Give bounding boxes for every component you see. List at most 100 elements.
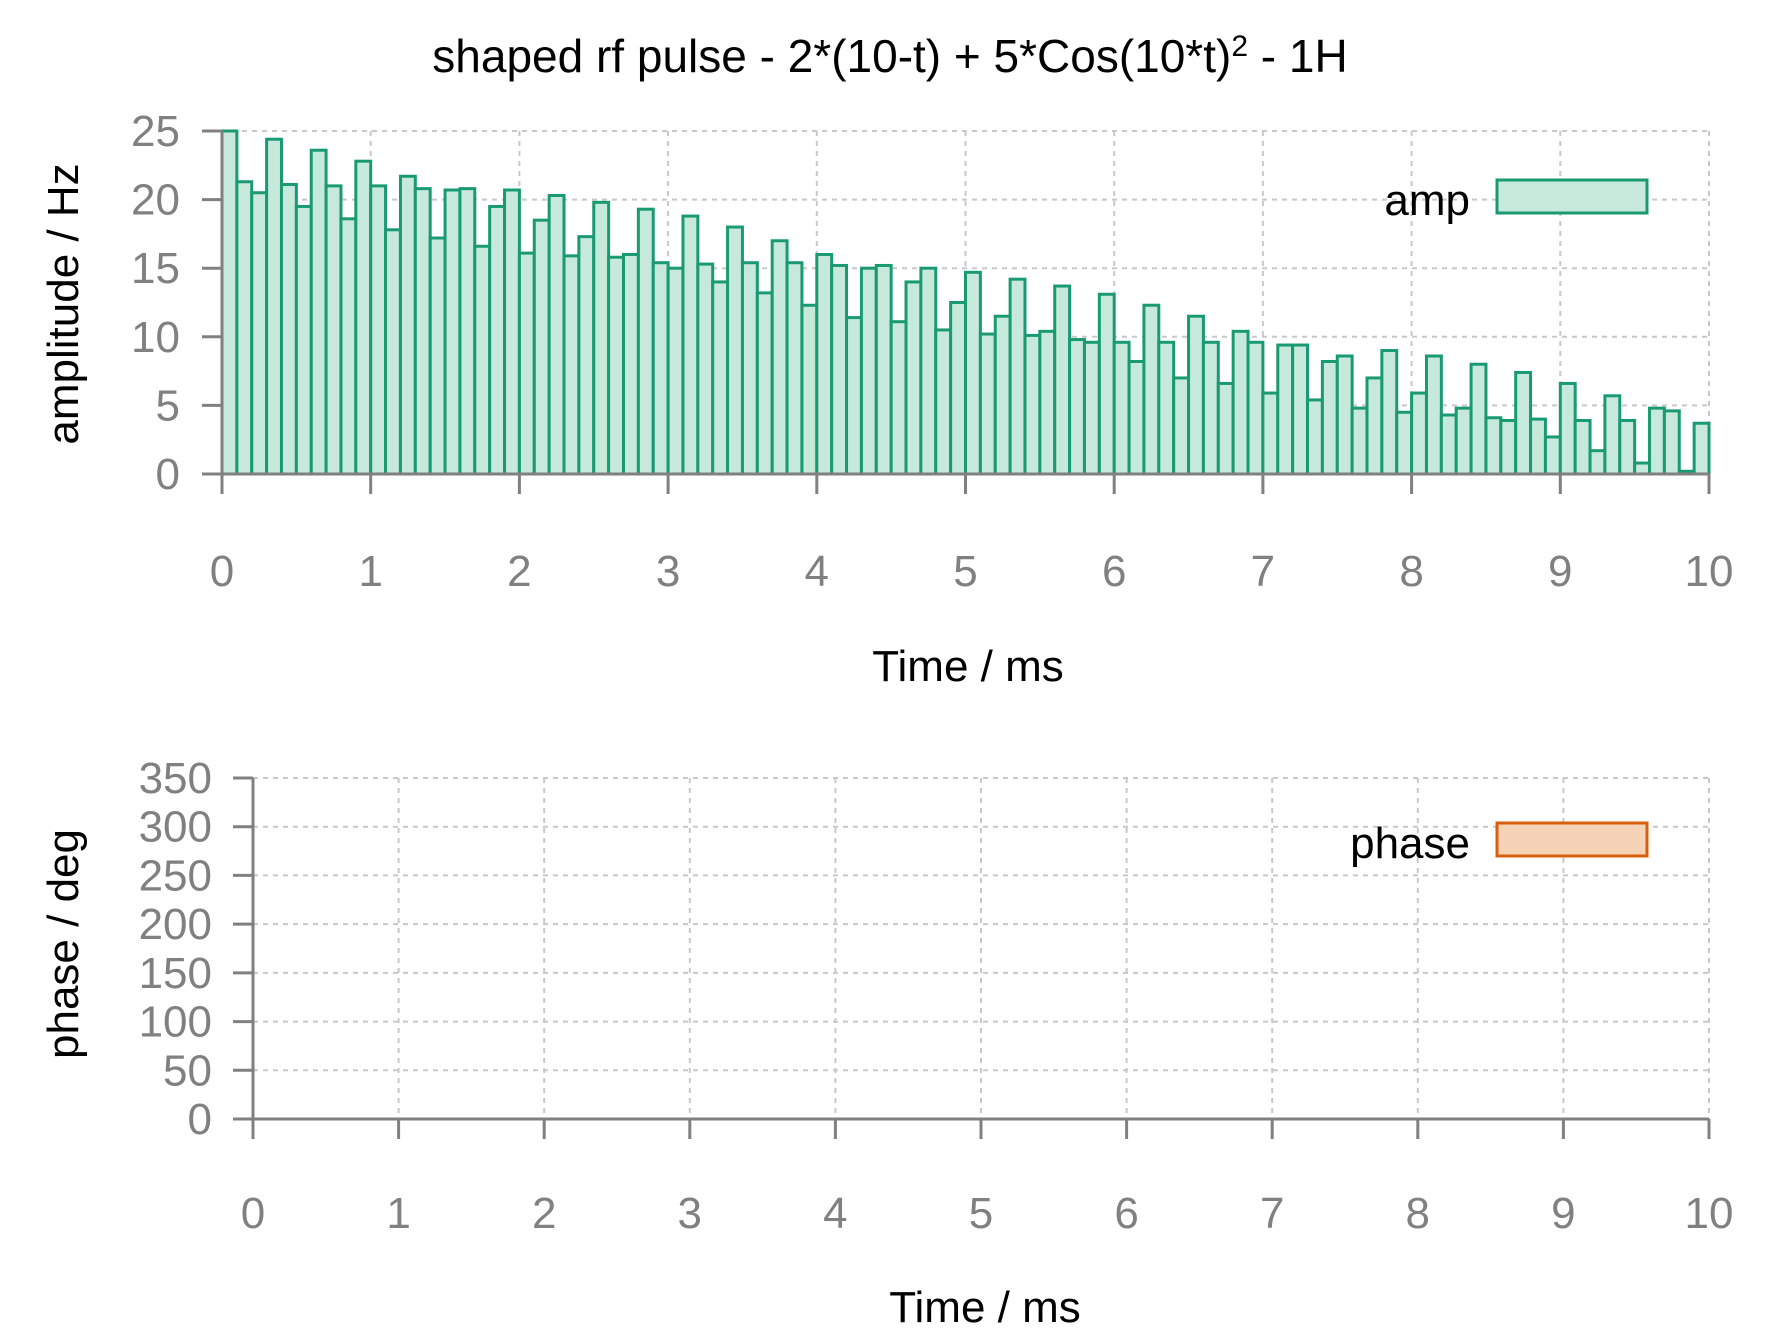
bar-amp <box>1692 421 1711 476</box>
x-tick-label: 5 <box>969 1189 993 1238</box>
chart-title-text: shaped rf pulse - 2*(10-t) + 5*Cos(10*t) <box>432 30 1231 82</box>
bar-amp <box>324 184 343 476</box>
x-tick-label: 6 <box>1114 1189 1138 1238</box>
bar-amp <box>1410 391 1428 476</box>
amplitude-chart: shaped rf pulse - 2*(10-t) + 5*Cos(10*t)… <box>39 30 1733 692</box>
x-tick-label: 6 <box>1102 547 1126 596</box>
legend-label-phase: phase <box>1350 819 1470 868</box>
bar-amp <box>1306 398 1324 476</box>
bar-amp <box>1008 277 1027 476</box>
bar-amp <box>398 174 417 476</box>
x-tick-label: 4 <box>823 1189 847 1238</box>
bar-amp <box>503 188 521 476</box>
bar-amp <box>1573 418 1592 476</box>
amplitude-y-tick-labels: 0 5 10 15 20 25 <box>131 107 180 499</box>
bar-amp <box>1172 376 1191 476</box>
bar-amp <box>666 266 685 476</box>
bar-amp <box>696 262 715 476</box>
bar-amp <box>1469 362 1488 476</box>
x-tick-label: 9 <box>1548 547 1572 596</box>
chart-title-suffix: - 1H <box>1248 30 1348 82</box>
y-tick-label: 10 <box>131 313 180 362</box>
x-tick-label: 7 <box>1251 547 1275 596</box>
bar-amp <box>1068 338 1086 476</box>
x-tick-label: 0 <box>241 1189 265 1238</box>
x-tick-label: 4 <box>805 547 829 596</box>
chart-title: shaped rf pulse - 2*(10-t) + 5*Cos(10*t)… <box>432 30 1347 83</box>
bar-amp <box>830 263 849 476</box>
bar-amp <box>1424 354 1443 476</box>
bar-amp <box>770 239 789 476</box>
y-tick-label: 0 <box>188 1095 212 1144</box>
chart-title-superscript: 2 <box>1231 30 1248 63</box>
x-tick-label: 0 <box>210 547 234 596</box>
bar-amp <box>934 328 953 476</box>
y-tick-label: 0 <box>156 450 180 499</box>
bar-amp <box>1127 359 1146 476</box>
bar-amp <box>1350 406 1369 476</box>
x-tick-label: 8 <box>1399 547 1423 596</box>
y-tick-label: 20 <box>131 176 180 225</box>
y-tick-label: 5 <box>156 381 180 430</box>
y-tick-label: 50 <box>163 1046 212 1095</box>
phase-axes <box>233 776 1711 1139</box>
phase-y-axis-label: phase / deg <box>39 829 88 1059</box>
bar-amp <box>1618 418 1637 476</box>
bar-amp <box>532 218 551 476</box>
bar-amp <box>1395 410 1414 476</box>
legend-swatch-amp <box>1495 178 1649 215</box>
bar-amp <box>1231 329 1250 476</box>
legend-label-amp: amp <box>1384 176 1470 225</box>
bar-amp <box>220 129 239 476</box>
bar-amp <box>443 188 462 476</box>
bar-amp <box>711 280 730 476</box>
x-tick-label: 3 <box>656 547 680 596</box>
bar-amp <box>488 204 507 476</box>
bar-amp <box>1201 340 1220 476</box>
bar-amp <box>384 228 402 476</box>
bar-amp <box>1514 370 1533 476</box>
bar-amp <box>1216 381 1235 476</box>
bar-amp <box>621 252 640 476</box>
bar-amp <box>1454 406 1473 476</box>
bar-amp <box>1558 381 1577 476</box>
bar-amp <box>265 137 283 476</box>
bar-amp <box>1588 449 1607 476</box>
y-tick-label: 15 <box>131 244 180 293</box>
bar-amp <box>889 320 908 476</box>
bar-amp <box>949 301 968 476</box>
bar-amp <box>1335 354 1354 476</box>
bar-amp <box>1648 406 1666 476</box>
bar-amp <box>607 255 625 476</box>
bar-amp <box>250 191 269 476</box>
amplitude-axes <box>202 129 1711 494</box>
bar-amp <box>1499 418 1518 476</box>
bar-amp <box>785 261 804 476</box>
bar-amp <box>1543 435 1562 476</box>
x-tick-label: 10 <box>1685 1189 1734 1238</box>
bar-amp <box>1023 333 1042 476</box>
bar-amp <box>1529 417 1547 476</box>
phase-grid <box>253 777 1710 1119</box>
x-tick-label: 2 <box>507 547 531 596</box>
bar-amp <box>1603 394 1622 476</box>
bar-amp <box>369 184 388 476</box>
y-tick-label: 25 <box>131 107 180 156</box>
phase-legend: phase <box>1350 819 1649 868</box>
x-tick-label: 7 <box>1260 1189 1284 1238</box>
bar-amp <box>309 148 328 476</box>
x-tick-label: 5 <box>953 547 977 596</box>
bar-amp <box>859 266 878 476</box>
x-tick-label: 1 <box>386 1189 410 1238</box>
bar-amp <box>354 159 373 476</box>
y-tick-label: 350 <box>139 754 212 803</box>
amplitude-x-axis-label: Time / ms <box>872 642 1063 691</box>
bar-amp <box>978 332 997 476</box>
y-tick-label: 300 <box>139 803 212 852</box>
legend-swatch-phase <box>1495 821 1649 858</box>
bar-amp <box>473 244 492 476</box>
bar-amp <box>800 303 819 476</box>
y-tick-label: 150 <box>139 949 212 998</box>
x-tick-label: 8 <box>1406 1189 1430 1238</box>
